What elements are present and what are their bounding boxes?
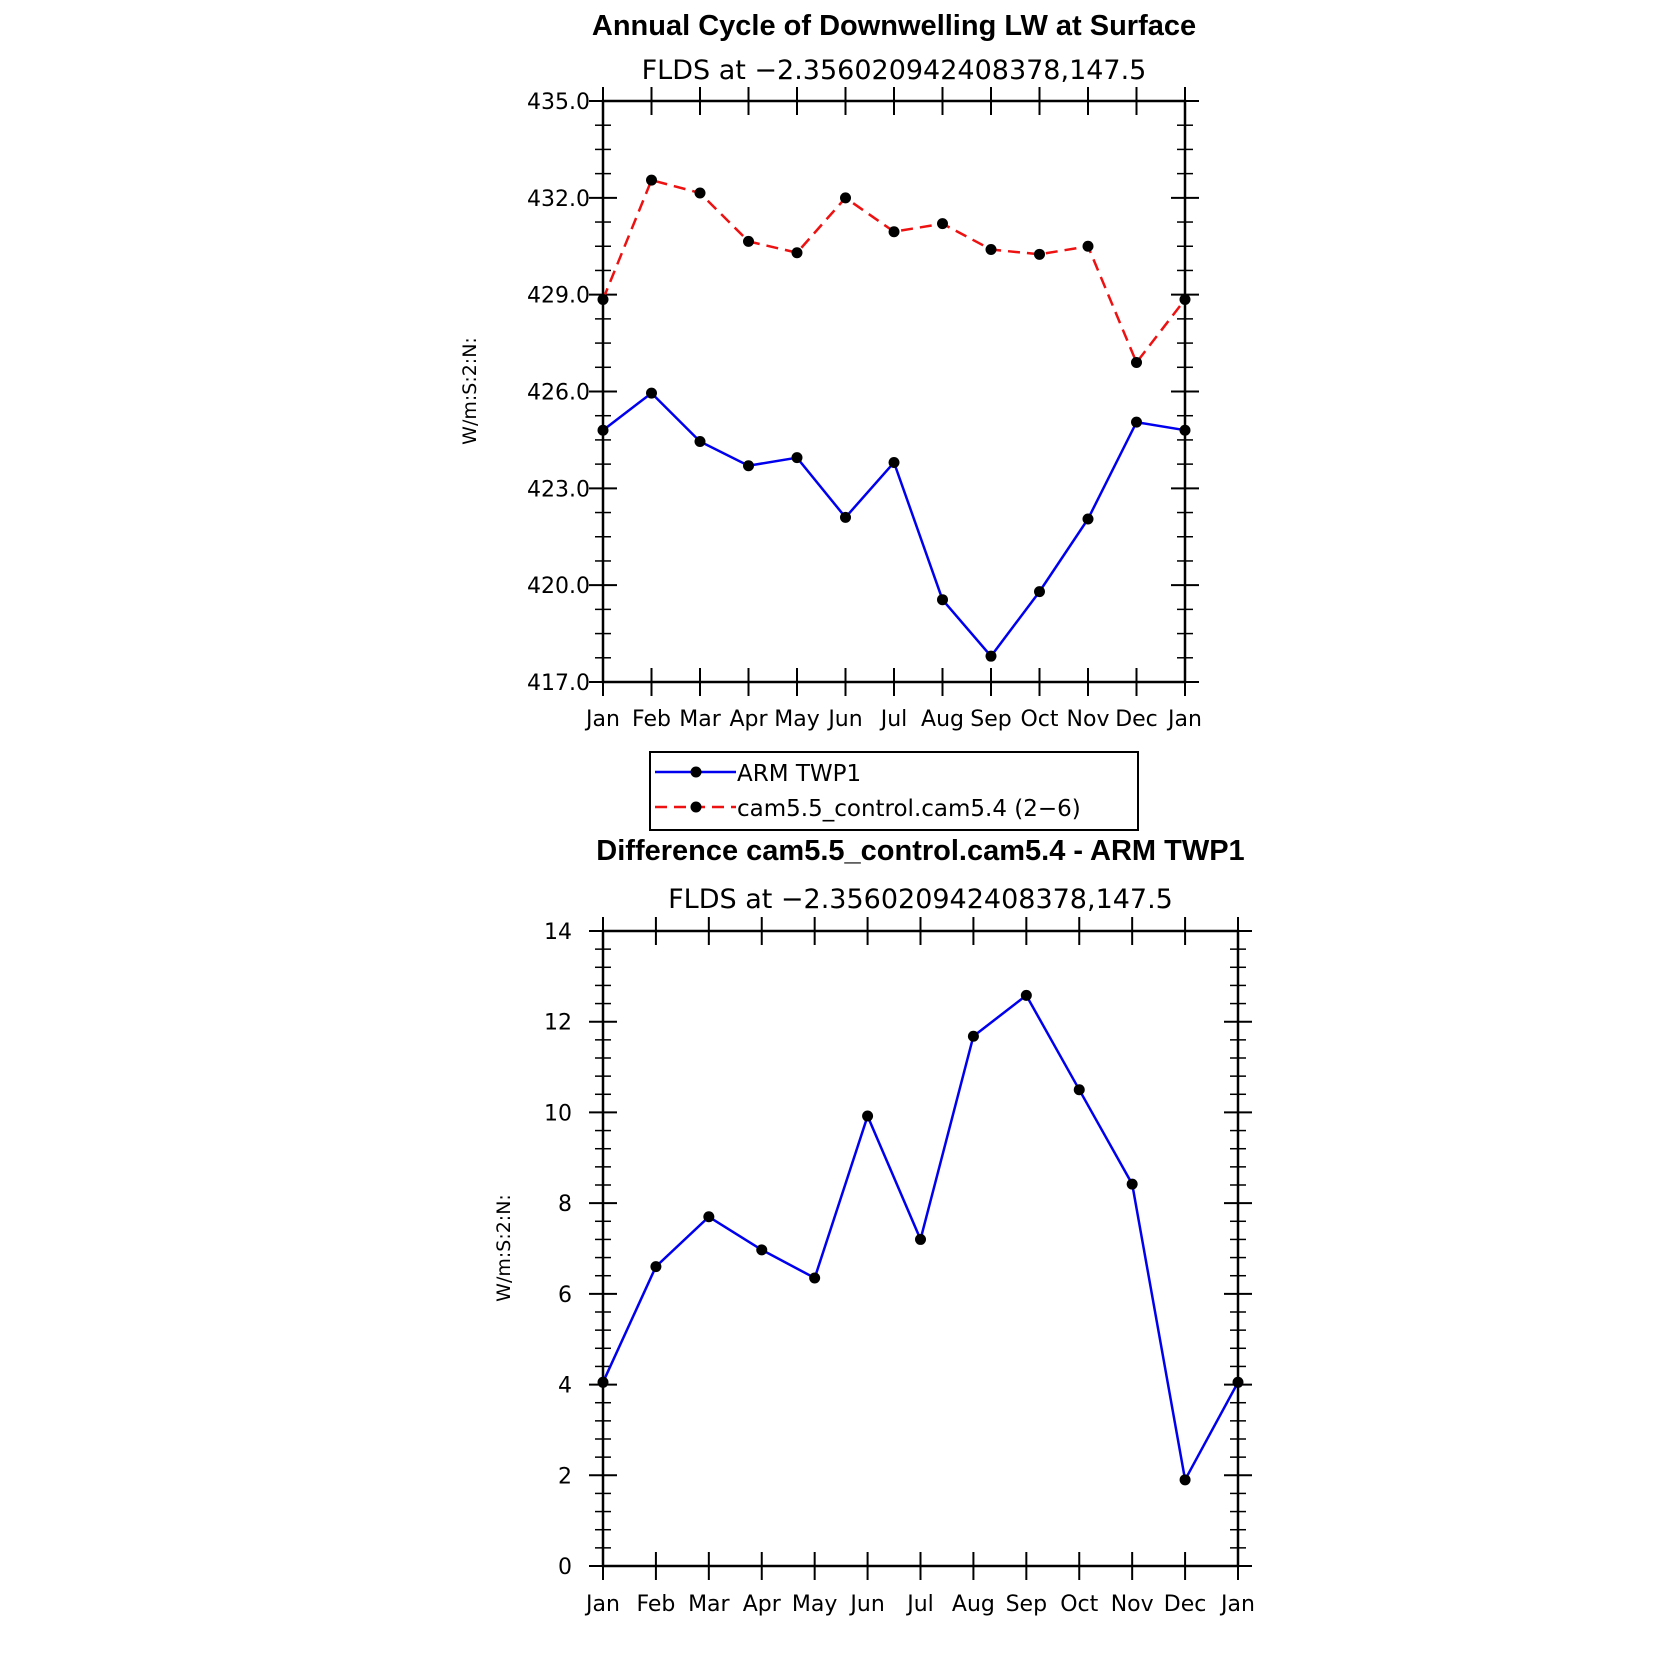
data-point — [937, 218, 948, 230]
y-tick-label: 4 — [558, 1374, 572, 1399]
data-point — [985, 243, 997, 255]
legend-marker-2 — [690, 801, 702, 813]
legend-marker-1 — [690, 766, 702, 778]
x-tick-label: Apr — [743, 1592, 782, 1617]
legend: ARM TWP1 cam5.5_control.cam5.4 (2−6) — [649, 751, 1139, 831]
x-tick-label: Nov — [1111, 1592, 1154, 1617]
x-tick-label: Mar — [679, 707, 721, 732]
x-tick-label: Feb — [632, 707, 671, 732]
y-tick-label: 8 — [558, 1192, 572, 1217]
data-point — [1179, 424, 1191, 436]
data-point — [985, 650, 997, 662]
data-point — [791, 452, 803, 464]
difference-chart: Difference cam5.5_control.cam5.4 - ARM T… — [493, 835, 1255, 1617]
y-tick-label: 417.0 — [527, 671, 590, 696]
data-point — [756, 1244, 768, 1256]
y-tick-label: 0 — [558, 1555, 572, 1580]
plot-frame — [601, 99, 1187, 684]
legend-box — [649, 751, 1139, 831]
x-tick-label: Apr — [729, 707, 768, 732]
x-tick-label: Sep — [970, 707, 1011, 732]
data-point — [888, 226, 900, 238]
y-tick-label: 12 — [544, 1011, 572, 1036]
chart-title: Difference cam5.5_control.cam5.4 - ARM T… — [596, 835, 1244, 867]
x-tick-label: Jan — [584, 1592, 620, 1617]
data-point — [1034, 586, 1045, 598]
y-axis-label: W/m:S:2:N: — [459, 337, 481, 445]
legend-label-1: ARM TWP1 — [737, 761, 861, 787]
y-tick-label: 423.0 — [527, 477, 590, 502]
series-line — [601, 178, 1186, 365]
data-point — [1073, 1084, 1085, 1096]
x-tick-label: Aug — [921, 707, 964, 732]
x-tick-label: Sep — [1006, 1592, 1047, 1617]
x-tick-label: Mar — [688, 1592, 730, 1617]
x-tick-label: Jan — [1219, 1592, 1255, 1617]
chart-title: Annual Cycle of Downwelling LW at Surfac… — [592, 10, 1196, 42]
y-tick-label: 6 — [558, 1283, 572, 1308]
x-tick-label: Jun — [848, 1592, 884, 1617]
y-tick-label: 420.0 — [527, 574, 590, 599]
data-point — [937, 594, 948, 606]
y-tick-label: 429.0 — [527, 284, 590, 309]
legend-label-2: cam5.5_control.cam5.4 (2−6) — [737, 796, 1081, 822]
data-point — [1131, 416, 1142, 428]
x-tick-label: Jan — [584, 707, 620, 732]
x-tick-label: May — [792, 1592, 837, 1617]
y-tick-label: 435.0 — [527, 90, 590, 115]
data-point — [888, 457, 900, 469]
data-point — [597, 1376, 609, 1388]
data-point — [646, 174, 657, 186]
data-point — [597, 424, 609, 436]
data-point — [967, 1030, 979, 1042]
data-point — [703, 1211, 715, 1223]
data-point — [1126, 1178, 1138, 1190]
data-point — [840, 192, 851, 204]
x-tick-label: May — [774, 707, 819, 732]
data-point — [1020, 989, 1032, 1001]
data-point — [694, 187, 706, 199]
data-point — [915, 1233, 926, 1245]
data-point — [809, 1272, 821, 1284]
data-point — [1131, 356, 1142, 368]
data-point — [862, 1110, 874, 1122]
data-point — [1232, 1376, 1244, 1388]
data-point — [597, 294, 609, 306]
y-tick-label: 426.0 — [527, 381, 590, 406]
data-point — [650, 1261, 662, 1273]
data-point — [1179, 1474, 1191, 1486]
annual-cycle-chart: Annual Cycle of Downwelling LW at Surfac… — [459, 10, 1202, 732]
data-point — [1179, 294, 1191, 306]
x-tick-label: Aug — [952, 1592, 995, 1617]
data-point — [1034, 248, 1045, 260]
x-tick-label: Dec — [1164, 1592, 1207, 1617]
data-point — [743, 235, 754, 247]
chart-subtitle: FLDS at −2.356020942408378,147.5 — [668, 884, 1173, 915]
data-point — [646, 387, 657, 399]
data-point — [840, 511, 851, 523]
y-tick-label: 432.0 — [527, 187, 590, 212]
x-tick-label: Jul — [905, 1592, 934, 1617]
data-point — [1082, 240, 1094, 252]
x-tick-label: Feb — [636, 1592, 675, 1617]
series-line — [602, 391, 1186, 659]
x-tick-label: Oct — [1020, 707, 1058, 732]
data-point — [791, 247, 803, 259]
x-tick-label: Dec — [1115, 707, 1158, 732]
data-point — [1082, 513, 1094, 525]
x-tick-label: Nov — [1067, 707, 1110, 732]
y-tick-label: 10 — [544, 1101, 572, 1126]
y-tick-label: 2 — [558, 1464, 572, 1489]
x-tick-label: Jan — [1166, 707, 1202, 732]
x-tick-label: Oct — [1060, 1592, 1098, 1617]
x-tick-label: Jul — [879, 707, 908, 732]
data-point — [743, 460, 754, 472]
x-tick-label: Jun — [826, 707, 862, 732]
data-point — [694, 436, 706, 448]
y-tick-label: 14 — [544, 920, 572, 945]
y-axis-label: W/m:S:2:N: — [493, 1194, 515, 1302]
chart-subtitle: FLDS at −2.356020942408378,147.5 — [642, 55, 1147, 86]
